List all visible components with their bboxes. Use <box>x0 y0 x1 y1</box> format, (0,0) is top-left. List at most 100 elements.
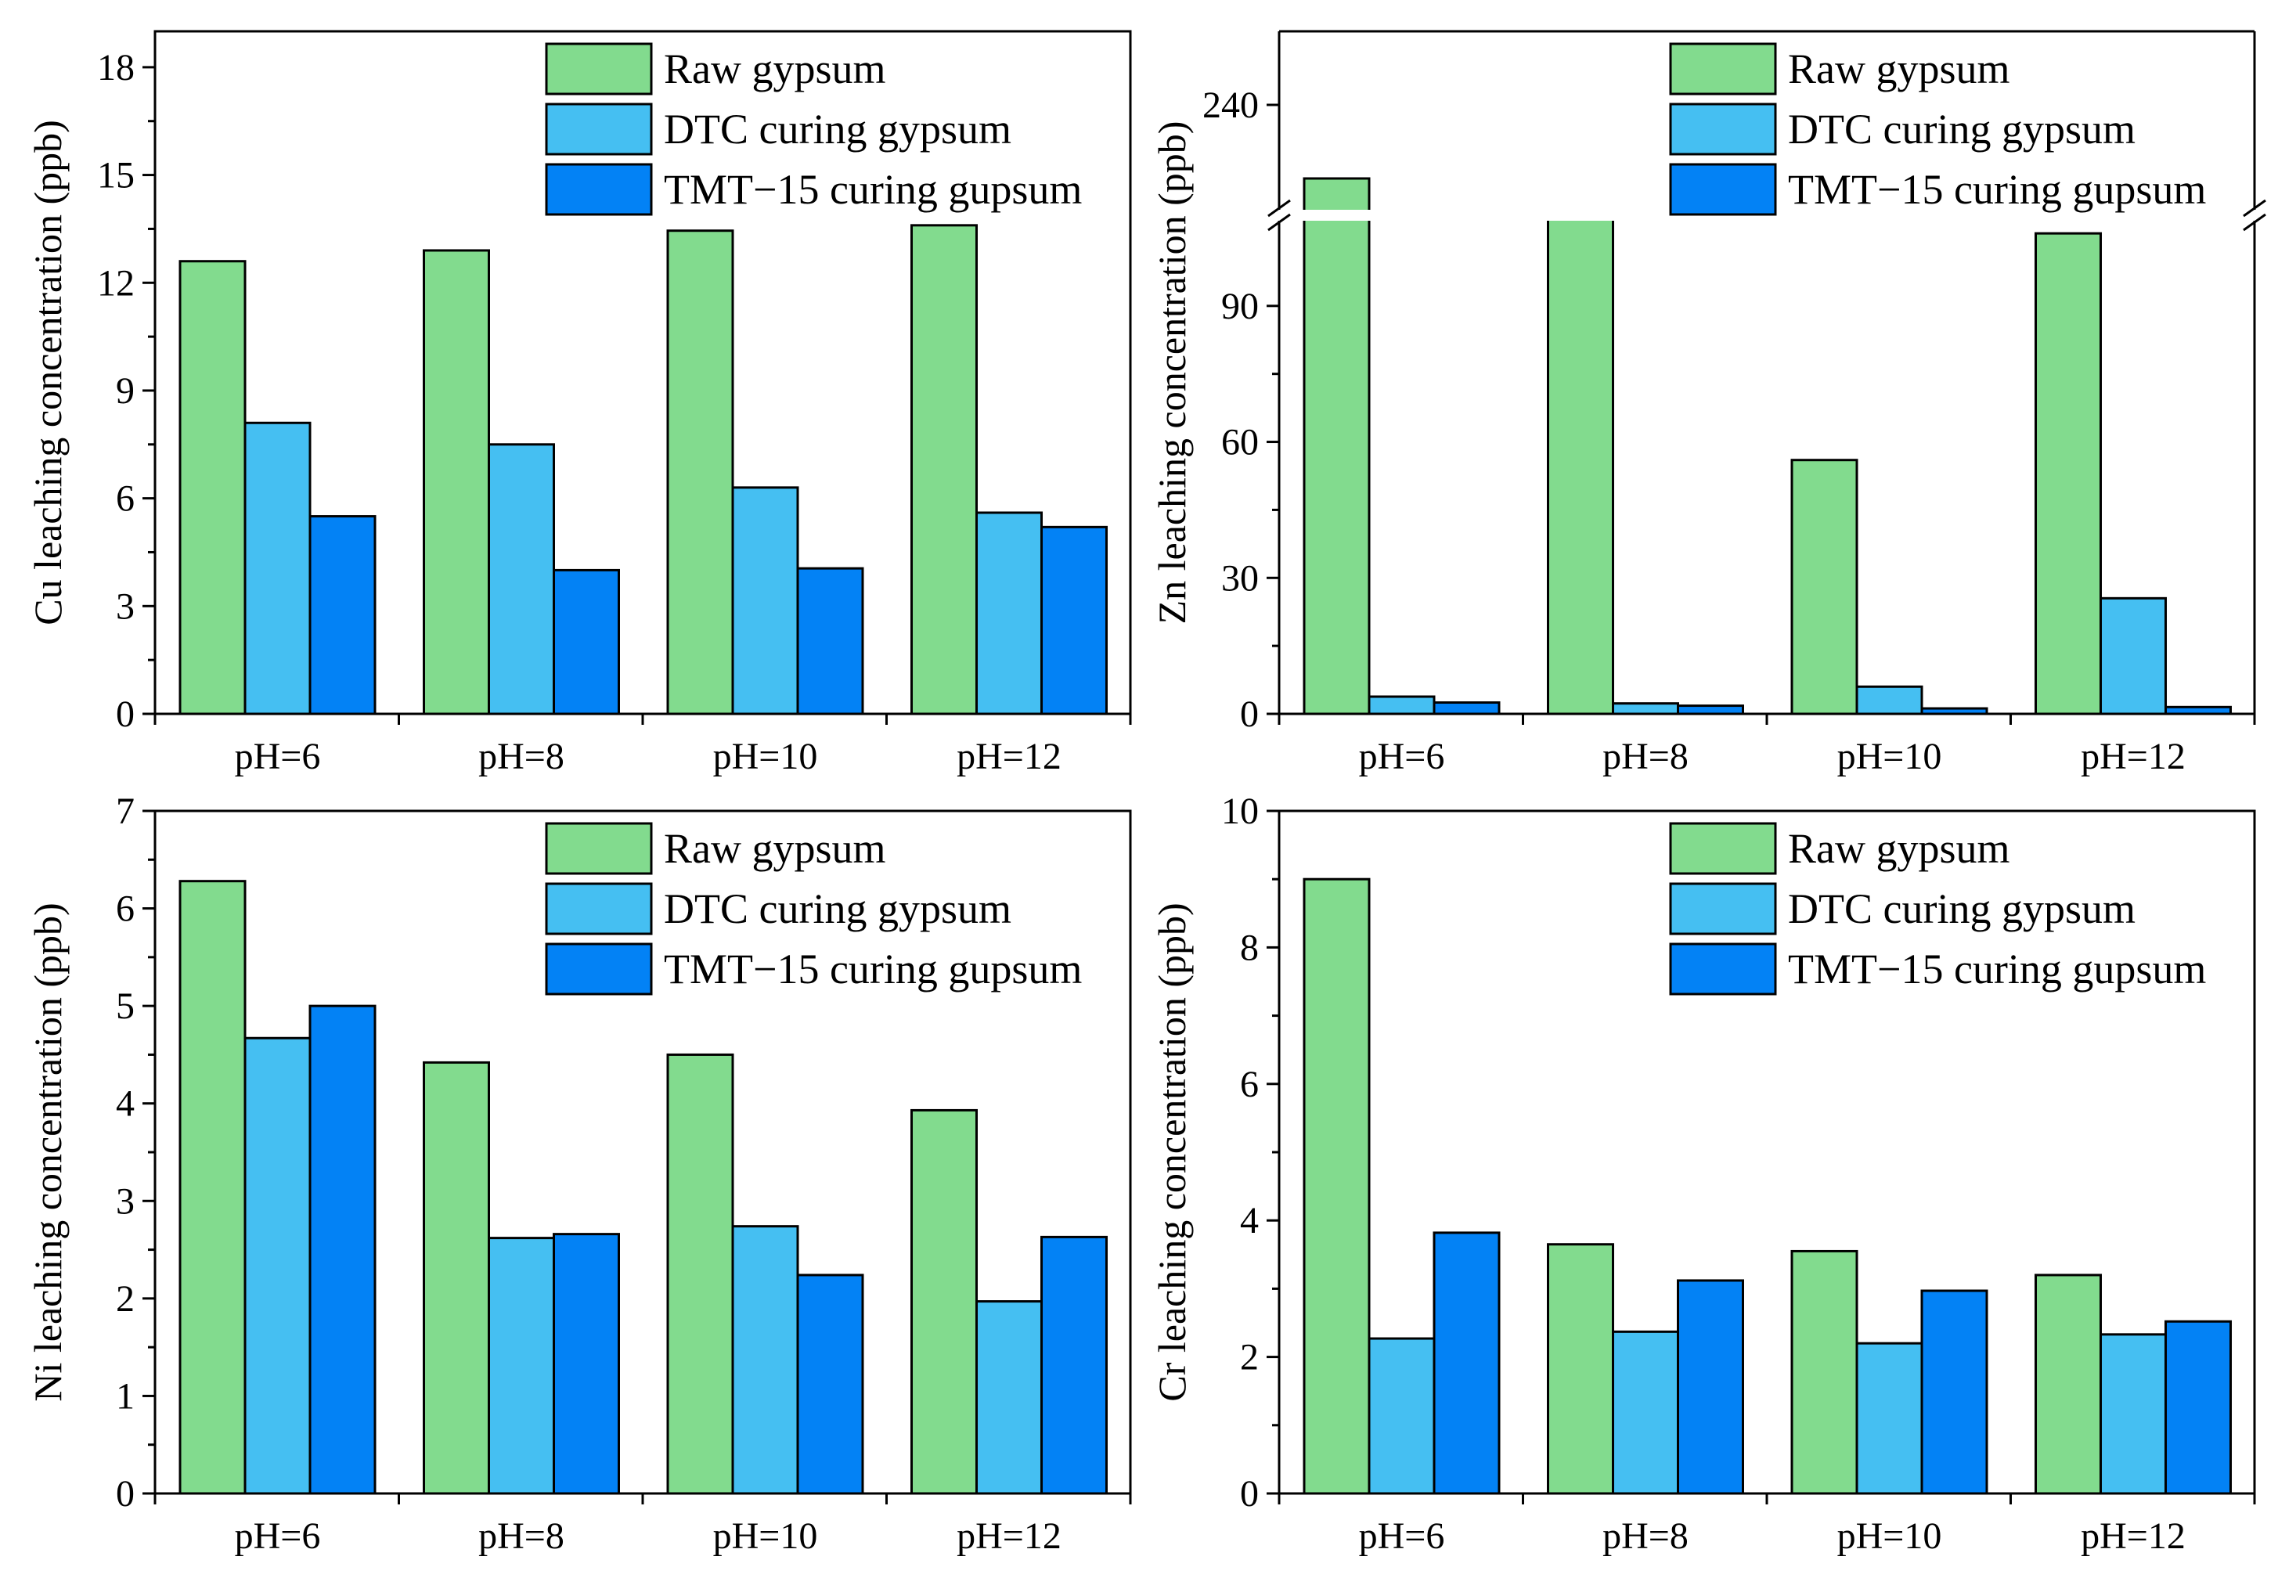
zn-ytick-label-0: 0 <box>1240 694 1259 735</box>
cu-legend-label-dtc-curing-gypsum: DTC curing gypsum <box>664 106 1011 153</box>
ni-bar-dtc-curing-gypsum-ph-6 <box>243 1036 312 1495</box>
ni-legend-label-dtc-curing-gypsum: DTC curing gypsum <box>664 885 1011 932</box>
ni-bar-raw-gypsum-ph-12 <box>910 1108 978 1495</box>
ni-bar-tmt-15-curing-gupsum-ph-10 <box>796 1274 864 1495</box>
zn-bar-raw-gypsum-ph-12 <box>2035 232 2102 715</box>
zn-bar-tmt-15-curing-gupsum-ph-8 <box>1677 704 1744 715</box>
zn-legend-swatch-dtc-curing-gypsum <box>1669 103 1777 156</box>
cu-xtick-label-ph-8: pH=8 <box>478 736 564 777</box>
ni-xtick-label-ph-10: pH=10 <box>713 1515 818 1557</box>
cr-bar-tmt-15-curing-gupsum-ph-6 <box>1433 1231 1501 1495</box>
cr-bar-tmt-15-curing-gupsum-ph-12 <box>2164 1320 2232 1495</box>
zn-y-axis-title: Zn leaching concentration (ppb) <box>1150 121 1194 625</box>
cr-ytick-label-8: 8 <box>1240 927 1259 968</box>
cr-legend-label-dtc-curing-gypsum: DTC curing gypsum <box>1788 885 2136 932</box>
cu-bar-dtc-curing-gypsum-ph-6 <box>243 421 312 715</box>
cu-ytick-label-18: 18 <box>97 47 135 88</box>
cu-legend-swatch-dtc-curing-gypsum <box>545 103 653 156</box>
cr-xtick-label-ph-12: pH=12 <box>2081 1515 2186 1557</box>
ni-ytick-label-3: 3 <box>116 1180 135 1222</box>
ni-legend-swatch-raw-gypsum <box>545 822 653 875</box>
cr-bar-dtc-curing-gypsum-ph-6 <box>1368 1337 1436 1495</box>
cr-bar-dtc-curing-gypsum-ph-10 <box>1855 1342 1923 1495</box>
zn-ytick-label-60: 60 <box>1221 422 1259 463</box>
cu-bar-tmt-15-curing-gupsum-ph-8 <box>553 568 620 715</box>
ni-bar-dtc-curing-gypsum-ph-8 <box>488 1237 555 1495</box>
cu-ytick-label-9: 9 <box>116 370 135 412</box>
zn-legend-swatch-raw-gypsum <box>1669 42 1777 95</box>
cu-legend-swatch-raw-gypsum <box>545 42 653 95</box>
cu-xtick-label-ph-12: pH=12 <box>957 736 1061 777</box>
cr-bar-raw-gypsum-ph-10 <box>1790 1249 1858 1495</box>
cr-legend-label-tmt-15-curing-gupsum: TMT−15 curing gupsum <box>1788 946 2206 993</box>
cr-ytick-label-0: 0 <box>1240 1473 1259 1515</box>
cr-y-axis-title: Cr leaching concentration (ppb) <box>1150 902 1194 1401</box>
ni-ytick-label-0: 0 <box>116 1473 135 1515</box>
zn-panel: 0 30 60 90 240 pH=6 pH=8 pH=10 pH=12 Zn leaching … <box>1150 30 2266 777</box>
cu-bar-raw-gypsum-ph-10 <box>666 229 734 715</box>
zn-bar-raw-gypsum-ph-10 <box>1790 459 1858 715</box>
ni-legend-swatch-dtc-curing-gypsum <box>545 882 653 935</box>
cr-legend-swatch-tmt-15-curing-gupsum <box>1669 942 1777 996</box>
ni-bar-tmt-15-curing-gupsum-ph-6 <box>308 1004 377 1495</box>
zn-ytick-label-30: 30 <box>1221 557 1259 599</box>
ni-xtick-label-ph-12: pH=12 <box>957 1515 1061 1557</box>
cr-xtick-label-ph-10: pH=10 <box>1837 1515 1942 1557</box>
ni-y-axis-title: Ni leaching concentration (ppb) <box>26 902 70 1401</box>
ni-ytick-label-5: 5 <box>116 985 135 1027</box>
ni-bar-dtc-curing-gypsum-ph-10 <box>731 1225 799 1495</box>
ni-bar-dtc-curing-gypsum-ph-12 <box>975 1300 1043 1495</box>
cr-bar-tmt-15-curing-gupsum-ph-10 <box>1920 1289 1988 1495</box>
ni-xtick-label-ph-8: pH=8 <box>478 1515 564 1557</box>
cu-bar-raw-gypsum-ph-12 <box>910 224 978 715</box>
zn-legend-label-tmt-15-curing-gupsum: TMT−15 curing gupsum <box>1788 166 2206 213</box>
zn-bar-raw-gypsum-ph-6 <box>1303 177 1371 715</box>
cu-bar-raw-gypsum-ph-8 <box>423 249 490 715</box>
cu-ytick-label-3: 3 <box>116 585 135 627</box>
zn-xtick-label-ph-10: pH=10 <box>1837 736 1942 777</box>
zn-xtick-label-ph-12: pH=12 <box>2081 736 2186 777</box>
zn-bar-raw-gypsum-ph-8 <box>1547 214 1614 715</box>
cr-legend-label-raw-gypsum: Raw gypsum <box>1788 825 2010 872</box>
ni-legend: Raw gypsum DTC curing gypsum TMT−15 curing… <box>545 822 1082 996</box>
zn-bar-dtc-curing-gypsum-ph-12 <box>2100 596 2167 715</box>
ni-ytick-label-1: 1 <box>116 1375 135 1417</box>
ni-ytick-label-4: 4 <box>116 1083 135 1125</box>
cu-bar-tmt-15-curing-gupsum-ph-6 <box>308 515 377 715</box>
cr-ytick-label-2: 2 <box>1240 1337 1259 1378</box>
cu-bar-dtc-curing-gypsum-ph-12 <box>975 511 1043 715</box>
cu-legend-swatch-tmt-15-curing-gupsum <box>545 163 653 216</box>
cu-bar-dtc-curing-gypsum-ph-8 <box>488 443 555 715</box>
zn-xtick-label-ph-6: pH=6 <box>1359 736 1445 777</box>
ni-bar-tmt-15-curing-gupsum-ph-8 <box>553 1233 620 1495</box>
cu-ytick-label-15: 15 <box>97 155 135 196</box>
cu-xtick-label-ph-6: pH=6 <box>235 736 321 777</box>
ni-ytick-label-2: 2 <box>116 1278 135 1320</box>
cr-panel: 0 2 4 6 8 10 pH=6 pH=8 pH=10 pH=12 Cr leaching con… <box>1150 791 2256 1557</box>
cu-bar-dtc-curing-gypsum-ph-10 <box>731 486 799 715</box>
cu-bar-tmt-15-curing-gupsum-ph-12 <box>1040 525 1108 715</box>
zn-legend-swatch-tmt-15-curing-gupsum <box>1669 163 1777 216</box>
cr-bar-raw-gypsum-ph-12 <box>2035 1274 2102 1495</box>
ni-panel: 0 1 2 3 4 5 6 7 pH=6 pH=8 pH=10 pH=12 Ni leaching co… <box>26 791 1132 1557</box>
cr-legend-swatch-dtc-curing-gypsum <box>1669 882 1777 935</box>
cu-legend-label-tmt-15-curing-gupsum: TMT−15 curing gupsum <box>664 166 1082 213</box>
cr-ytick-label-6: 6 <box>1240 1064 1259 1105</box>
cu-ytick-label-12: 12 <box>97 262 135 304</box>
ni-bar-raw-gypsum-ph-10 <box>666 1053 734 1495</box>
zn-legend: Raw gypsum DTC curing gypsum TMT−15 curing… <box>1669 42 2206 216</box>
cu-bar-tmt-15-curing-gupsum-ph-10 <box>796 567 864 715</box>
zn-ytick-label-240: 240 <box>1202 85 1259 126</box>
cr-ytick-label-10: 10 <box>1221 791 1259 832</box>
zn-bar-dtc-curing-gypsum-ph-8 <box>1612 702 1679 715</box>
ni-bar-tmt-15-curing-gupsum-ph-12 <box>1040 1235 1108 1495</box>
cr-legend-swatch-raw-gypsum <box>1669 822 1777 875</box>
ni-legend-swatch-tmt-15-curing-gupsum <box>545 942 653 996</box>
zn-xtick-label-ph-8: pH=8 <box>1602 736 1689 777</box>
ni-legend-label-raw-gypsum: Raw gypsum <box>664 825 886 872</box>
cu-bar-raw-gypsum-ph-6 <box>178 260 247 715</box>
cr-bar-raw-gypsum-ph-6 <box>1303 877 1371 1495</box>
cr-xtick-label-ph-8: pH=8 <box>1602 1515 1689 1557</box>
cr-bar-raw-gypsum-ph-8 <box>1547 1243 1614 1495</box>
